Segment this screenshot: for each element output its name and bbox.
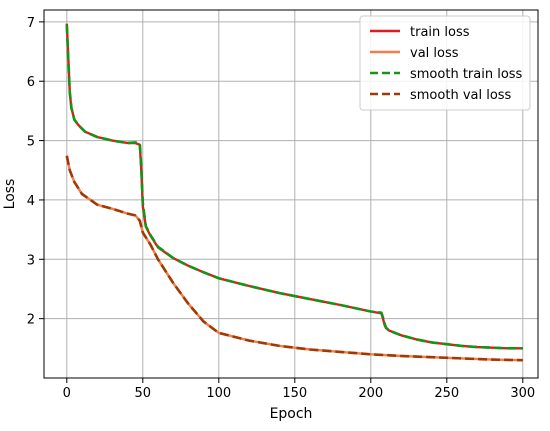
legend: train loss val loss smooth train loss smoot… [359, 15, 531, 111]
x-tick-label: 200 [358, 386, 383, 401]
series-line-smooth-val-loss [65, 155, 523, 362]
x-tick-label: 300 [510, 386, 535, 401]
legend-label-train-loss: train loss [410, 25, 470, 40]
y-tick-label: 5 [27, 135, 35, 150]
y-tick-label: 6 [27, 75, 35, 90]
legend-label-val-loss: val loss [410, 46, 459, 61]
axis-ticks: 0 50 100 150 200 250 300 2 3 4 5 6 7 [27, 16, 535, 401]
legend-box [359, 15, 531, 111]
y-tick-label: 2 [27, 313, 35, 328]
series-line-smooth-train-loss [65, 24, 523, 350]
x-tick-label: 50 [135, 386, 152, 401]
x-axis-label: Epoch [270, 406, 313, 422]
x-tick-label: 0 [63, 386, 71, 401]
x-tick-label: 150 [282, 386, 307, 401]
x-tick-label: 250 [434, 386, 459, 401]
y-tick-label: 4 [27, 194, 35, 209]
legend-label-smooth-train-loss: smooth train loss [410, 67, 523, 82]
y-tick-label: 3 [27, 253, 35, 268]
legend-label-smooth-val-loss: smooth val loss [410, 88, 512, 103]
plot-series [65, 23, 523, 362]
y-tick-label: 7 [27, 16, 35, 31]
y-axis-label: Loss [2, 179, 18, 210]
x-tick-label: 100 [206, 386, 231, 401]
plot-area-frame [43, 9, 539, 379]
